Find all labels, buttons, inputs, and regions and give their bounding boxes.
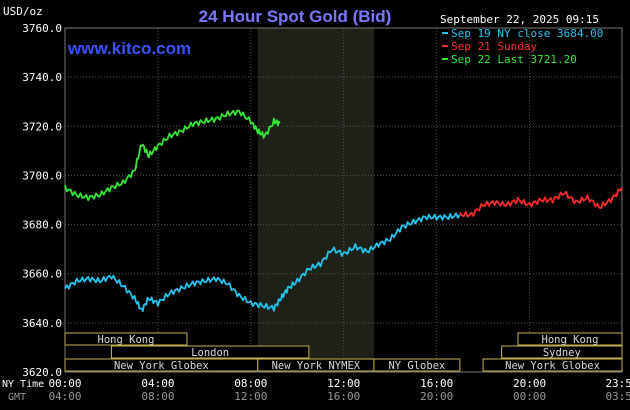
y-tick-label: 3640.0 [22,317,62,330]
market-session-bar [482,358,623,372]
x-tick-label-ny: 16:00 [420,377,453,390]
y-tick-label: 3700.0 [22,169,62,182]
gmt-row-label: GMT [8,392,26,403]
brand-watermark: www.kitco.com [67,39,191,58]
market-session-label: Sydney [543,347,581,359]
grid-layer [64,27,623,373]
market-session-label: London [191,347,229,359]
x-tick-label-gmt: 12:00 [234,390,267,403]
session-shade-layer [257,28,374,372]
legend-swatch [442,45,448,47]
market-session-bar [517,332,623,346]
y-tick-label: 3660.0 [22,268,62,281]
chart-timestamp: September 22, 2025 09:15 [440,13,599,26]
legend-entry: Sep 21 Sunday [451,40,537,53]
x-tick-label-gmt: 16:00 [327,390,360,403]
market-session-label: New York Globex [114,360,209,372]
y-tick-label: 3740.0 [22,71,62,84]
chart-title: 24 Hour Spot Gold (Bid) [199,7,392,26]
legend-entry: Sep 19 NY close 3684.00 [451,27,603,40]
x-tick-label-gmt: 00:00 [513,390,546,403]
legend-swatch [442,32,448,34]
y-tick-label: 3620.0 [22,366,62,379]
x-tick-label-ny: 12:00 [327,377,360,390]
legend-swatch [442,58,448,60]
plot-frame [64,27,623,373]
x-tick-label-ny: 08:00 [234,377,267,390]
series-layer [64,109,623,313]
x-tick-label-ny: 20:00 [513,377,546,390]
x-tick-label-gmt: 04:00 [48,390,81,403]
x-tick-label-ny: 23:59 [605,377,630,390]
axes-layer: 3760.0 3740.0 3720.0 3700.0 3680.0 3660.0 3640… [22,22,630,403]
x-tick-label-gmt: 20:00 [420,390,453,403]
series-line [64,212,461,313]
x-tick-label-gmt: 08:00 [141,390,174,403]
market-session-bar [501,345,623,359]
nymex-session-shade [257,28,374,372]
y-tick-label: 3760.0 [22,22,62,35]
series-line [459,187,623,218]
x-tick-label-ny: 04:00 [141,377,174,390]
x-tick-label-ny: 00:00 [48,377,81,390]
market-session-bar [373,358,461,372]
legend-entry: Sep 22 Last 3721.20 [451,53,577,66]
y-tick-label: 3720.0 [22,120,62,133]
market-session-label: NY Globex [388,360,445,372]
y-tick-label: 3680.0 [22,219,62,232]
market-session-label: New York NYMEX [272,360,361,372]
series-line [64,109,281,202]
market-session-label: Hong Kong [542,334,599,346]
market-session-bar [64,332,188,346]
market-session-label: Hong Kong [98,334,155,346]
x-tick-label-gmt: 03:59 [605,390,630,403]
market-session-bar [110,345,310,359]
unit-label: USD/oz [3,5,43,18]
market-session-label: New York Globex [505,360,600,372]
ny-time-row-label: NY Time [2,379,44,390]
